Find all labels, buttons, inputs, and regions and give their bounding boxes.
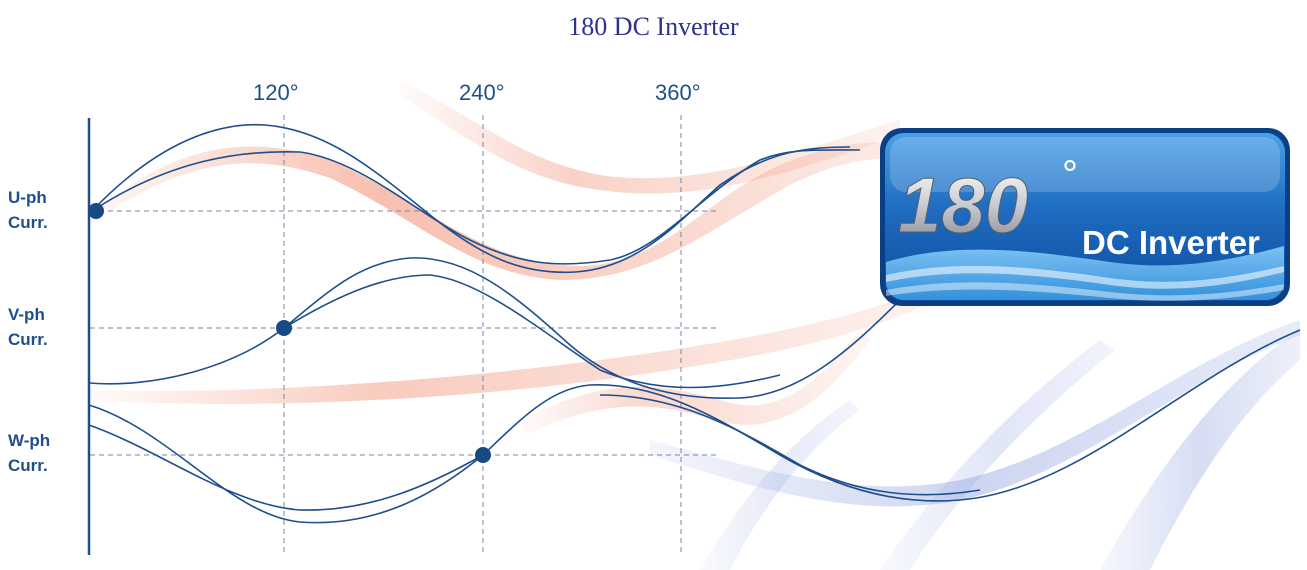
v-phase-sublabel: Curr.	[8, 330, 48, 349]
badge-wave-3	[886, 282, 1284, 301]
warm-ribbon-3	[90, 290, 925, 404]
u-phase-curve-b	[91, 149, 861, 265]
badge-text: DC Inverter	[1082, 224, 1260, 261]
w-phase-curve-b	[88, 424, 484, 511]
w-phase-marker	[475, 447, 491, 463]
v-phase-curve-b	[283, 274, 781, 389]
v-phase-marker	[276, 320, 292, 336]
grid	[90, 115, 720, 555]
page-title: 180 DC Inverter	[568, 12, 739, 41]
w-phase-curve-c	[599, 394, 981, 496]
badge-number: 180	[898, 161, 1028, 249]
tick-label-360: 360°	[655, 80, 701, 105]
cool-ribbon-2	[1100, 330, 1300, 570]
warm-ribbon-2	[400, 80, 900, 194]
u-phase-label: U-ph	[8, 188, 47, 207]
v-phase-curve-a	[88, 257, 901, 400]
phase-curves	[88, 123, 1301, 524]
u-phase-curve-a	[91, 123, 851, 274]
tick-label-120: 120°	[253, 80, 299, 105]
badge-wave-2	[886, 265, 1284, 289]
badge-degree-symbol: °	[1062, 153, 1078, 197]
w-phase-sublabel: Curr.	[8, 456, 48, 475]
u-phase-marker	[88, 203, 104, 219]
cool-ribbon-3	[880, 340, 1115, 570]
tick-label-240: 240°	[459, 80, 505, 105]
inverter-badge: 180 ° DC Inverter	[880, 128, 1290, 306]
badge-gloss	[890, 137, 1280, 192]
warm-ribbon-4	[520, 330, 870, 435]
v-phase-label: V-ph	[8, 305, 45, 324]
decorative-ribbons	[90, 80, 1300, 570]
u-phase-sublabel: Curr.	[8, 213, 48, 232]
cool-ribbon-4	[700, 400, 860, 570]
w-phase-curve-a	[88, 329, 1301, 524]
w-phase-label: W-ph	[8, 431, 50, 450]
